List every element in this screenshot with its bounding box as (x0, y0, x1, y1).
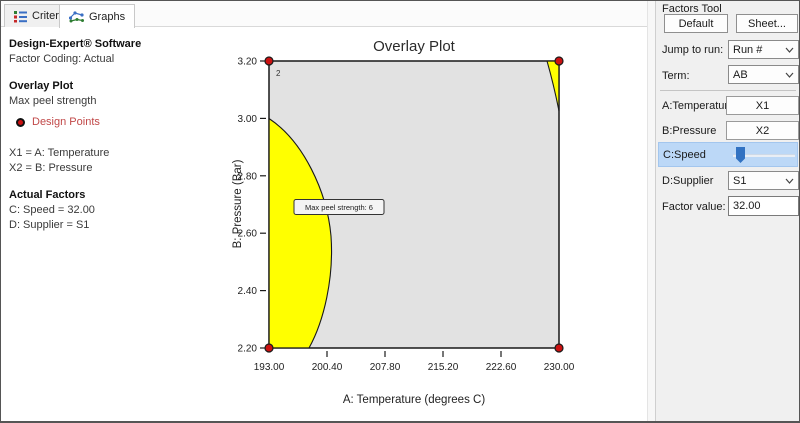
x2-mapping: X2 = B: Pressure (9, 162, 93, 174)
factor-coding: Factor Coding: Actual (9, 53, 115, 65)
design-point[interactable] (554, 56, 564, 66)
plot-type-label: Overlay Plot (9, 80, 74, 92)
feasible-region-left (268, 117, 333, 349)
svg-text:230.00: 230.00 (544, 362, 575, 373)
svg-text:222.60: 222.60 (486, 362, 517, 373)
graphs-icon (69, 11, 84, 23)
actual-factors-title: Actual Factors (9, 189, 86, 201)
jump-to-run-label: Jump to run: (662, 44, 724, 56)
svg-text:2.80: 2.80 (238, 171, 258, 182)
actual-factor-d: D: Supplier = S1 (9, 219, 90, 231)
flag-box (293, 199, 385, 215)
x-tick-marks (326, 351, 502, 357)
y-tick-labels: 3.20 3.00 2.80 2.60 2.40 2.20 (238, 57, 258, 355)
tab-criteria-label: Criteria (32, 10, 68, 22)
design-point[interactable] (264, 343, 274, 353)
sheet-button[interactable]: Sheet... (736, 14, 798, 33)
svg-text:3.20: 3.20 (238, 57, 258, 68)
factor-b-label: B:Pressure (662, 125, 717, 137)
plot-frame (268, 60, 560, 349)
factors-tool-title: Factors Tool (662, 3, 722, 15)
factor-d-dropdown[interactable]: S1 (728, 171, 799, 190)
factor-c-row-selected[interactable]: C:Speed (658, 142, 798, 167)
tab-graphs[interactable]: Graphs (59, 4, 136, 28)
tab-graphs-label: Graphs (89, 10, 126, 23)
tab-bar: Criteria Graphs (1, 1, 647, 28)
response-label: Max peel strength (9, 95, 97, 107)
svg-text:215.20: 215.20 (428, 362, 459, 373)
chevron-down-icon (785, 72, 794, 78)
actual-factor-c: C: Speed = 32.00 (9, 204, 95, 216)
svg-text:2.20: 2.20 (238, 344, 258, 355)
svg-text:200.40: 200.40 (312, 362, 343, 373)
y-tick-marks (260, 60, 266, 349)
x1-mapping: X1 = A: Temperature (9, 147, 110, 159)
factor-b-field[interactable]: X2 (726, 121, 799, 140)
svg-text:207.80: 207.80 (370, 362, 401, 373)
design-point[interactable] (554, 343, 564, 353)
factor-a-value: X1 (755, 99, 770, 112)
factor-c-label: C:Speed (663, 149, 706, 161)
design-points-label: Design Points (32, 116, 100, 128)
chevron-down-icon (785, 47, 794, 53)
factor-a-field[interactable]: X1 (726, 96, 799, 115)
svg-text:193.00: 193.00 (254, 362, 285, 373)
x-tick-labels: 193.00 200.40 207.80 215.20 222.60 230.0… (254, 362, 575, 373)
term-value: AB (733, 68, 748, 81)
factor-c-slider-track[interactable] (733, 154, 795, 157)
svg-text:2.60: 2.60 (238, 229, 258, 240)
x-axis-label: A: Temperature (degrees C) (343, 394, 485, 406)
flag-text: Max peel strength: 6 (305, 203, 373, 212)
design-points-legend: Design Points (16, 115, 224, 129)
factor-value-label: Factor value: (662, 201, 726, 213)
term-dropdown[interactable]: AB (728, 65, 799, 84)
panel-divider[interactable] (647, 1, 655, 421)
plot-title: Overlay Plot (373, 38, 456, 55)
panel-separator (660, 90, 796, 91)
svg-text:2.40: 2.40 (238, 286, 258, 297)
software-title: Design-Expert® Software (9, 38, 142, 50)
overlay-plot: Overlay Plot 193.00 200.40 207.80 215.20… (232, 38, 575, 406)
design-points (264, 56, 564, 353)
factors-tool-panel: Factors Tool Default Sheet... Jump to ru… (655, 1, 799, 421)
chevron-down-icon (785, 178, 794, 184)
y-axis-label: B: Pressure (Bar) (232, 159, 244, 248)
factor-d-value: S1 (733, 174, 747, 187)
factor-a-label: A:Temperature (662, 100, 735, 112)
factor-b-value: X2 (755, 124, 770, 137)
jump-to-run-dropdown[interactable]: Run # (728, 40, 799, 59)
default-button[interactable]: Default (664, 14, 728, 33)
legend-panel: Design-Expert® Software Factor Coding: A… (9, 37, 224, 232)
factor-value-input[interactable] (728, 196, 799, 216)
term-label: Term: (662, 70, 690, 82)
jump-to-run-value: Run # (733, 43, 763, 56)
factor-d-label: D:Supplier (662, 175, 714, 187)
design-point-icon (16, 117, 25, 127)
flag-annotation[interactable]: Max peel strength: 6 (293, 199, 385, 215)
replicate-count-label: 2 (276, 69, 281, 78)
factor-c-slider-thumb[interactable] (736, 147, 745, 163)
design-point[interactable] (264, 56, 274, 66)
svg-text:3.00: 3.00 (238, 114, 258, 125)
criteria-icon (14, 10, 27, 22)
